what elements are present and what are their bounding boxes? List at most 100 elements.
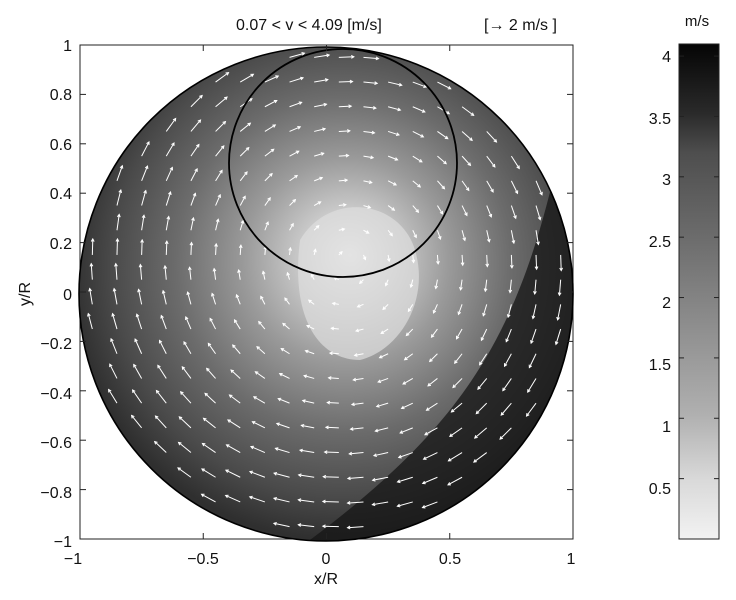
velocity-arrow bbox=[402, 378, 414, 385]
velocity-arrow bbox=[141, 141, 150, 157]
velocity-arrow-head bbox=[313, 248, 317, 253]
velocity-arrow bbox=[461, 205, 468, 216]
colorbar-tick-label: 1 bbox=[662, 419, 671, 436]
velocity-arrow-head bbox=[324, 425, 329, 430]
velocity-arrow-head bbox=[353, 353, 358, 357]
velocity-arrow bbox=[239, 147, 250, 157]
colorbar-tick-labels: 0.5 1 1.5 2 2.5 3 3.5 4 bbox=[649, 49, 671, 498]
velocity-arrow bbox=[108, 389, 118, 404]
velocity-arrow bbox=[480, 328, 488, 341]
velocity-arrow-head bbox=[199, 94, 203, 99]
x-tick-label: 0 bbox=[322, 551, 331, 568]
velocity-arrow bbox=[264, 124, 276, 132]
velocity-arrow bbox=[225, 469, 241, 478]
velocity-arrow-head bbox=[161, 289, 166, 294]
velocity-arrow bbox=[187, 291, 192, 305]
velocity-arrow-head bbox=[421, 109, 426, 113]
velocity-arrow-head bbox=[248, 495, 253, 500]
velocity-arrow-head bbox=[315, 224, 320, 229]
velocity-arrow-head bbox=[372, 453, 377, 457]
velocity-arrow bbox=[256, 346, 266, 355]
velocity-arrow bbox=[454, 353, 463, 364]
velocity-arrow bbox=[422, 501, 438, 509]
velocity-arrow bbox=[229, 394, 241, 404]
velocity-arrow bbox=[162, 290, 167, 305]
velocity-arrow bbox=[215, 194, 221, 206]
y-tick-labels: 1 0.8 0.6 0.4 0.2 0 −0.2 −0.4 −0.6 −0.8 … bbox=[40, 38, 72, 551]
velocity-arrow bbox=[165, 118, 177, 132]
velocity-arrow-head bbox=[250, 73, 255, 78]
velocity-arrow bbox=[507, 304, 512, 318]
velocity-arrow-head bbox=[292, 198, 297, 203]
velocity-arrow bbox=[298, 499, 315, 503]
velocity-arrow bbox=[264, 75, 279, 83]
velocity-arrow bbox=[134, 338, 143, 354]
velocity-arrow-head bbox=[446, 110, 451, 115]
velocity-arrow-head bbox=[178, 416, 183, 420]
velocity-arrow bbox=[427, 378, 438, 387]
velocity-arrow-head bbox=[130, 414, 135, 419]
velocity-arrow bbox=[363, 56, 379, 60]
velocity-arrow bbox=[535, 205, 541, 220]
colorbar-unit-label: m/s bbox=[685, 13, 709, 30]
velocity-arrow-head bbox=[297, 523, 302, 527]
velocity-arrow-head bbox=[482, 312, 486, 317]
velocity-arrow-head bbox=[500, 412, 505, 416]
velocity-arrow bbox=[207, 343, 216, 355]
velocity-arrow bbox=[264, 197, 271, 206]
velocity-arrow-head bbox=[506, 314, 511, 319]
velocity-arrow bbox=[486, 131, 497, 143]
velocity-arrow bbox=[500, 402, 512, 416]
velocity-arrow-head bbox=[394, 157, 399, 161]
velocity-arrow bbox=[185, 316, 192, 330]
velocity-arrow bbox=[363, 205, 371, 209]
velocity-arrow-head bbox=[400, 405, 405, 410]
velocity-arrow bbox=[375, 427, 389, 432]
velocity-arrow bbox=[397, 476, 413, 483]
velocity-arrow-head bbox=[258, 320, 262, 325]
velocity-arrow bbox=[397, 501, 413, 507]
velocity-arrow-head bbox=[356, 304, 361, 308]
velocity-arrow bbox=[239, 245, 242, 255]
velocity-arrow-head bbox=[365, 230, 370, 234]
velocity-arrow bbox=[131, 415, 143, 429]
velocity-arrow-head bbox=[303, 374, 308, 379]
velocity-arrow bbox=[505, 328, 512, 342]
velocity-arrow bbox=[385, 279, 389, 286]
velocity-arrow-head bbox=[427, 382, 432, 387]
velocity-arrow bbox=[239, 73, 254, 83]
velocity-arrow bbox=[436, 230, 441, 240]
velocity-arrow-head bbox=[230, 369, 235, 374]
velocity-arrow-head bbox=[223, 96, 228, 101]
x-tick-label: −1 bbox=[64, 551, 82, 568]
velocity-arrow bbox=[437, 81, 451, 90]
velocity-arrow-head bbox=[493, 138, 498, 143]
velocity-arrow-head bbox=[533, 290, 537, 295]
velocity-arrow bbox=[113, 288, 118, 305]
velocity-arrow-head bbox=[509, 264, 514, 269]
velocity-arrow bbox=[509, 279, 512, 293]
velocity-arrow-head bbox=[437, 235, 442, 240]
velocity-arrow bbox=[255, 371, 266, 379]
velocity-arrow-head bbox=[177, 467, 182, 471]
velocity-arrow-head bbox=[300, 76, 305, 81]
velocity-arrow-head bbox=[270, 148, 275, 153]
velocity-arrow-head bbox=[227, 419, 231, 423]
velocity-arrow-head bbox=[119, 164, 124, 169]
velocity-arrow bbox=[165, 191, 172, 206]
velocity-arrow-head bbox=[267, 197, 271, 201]
velocity-arrow-head bbox=[411, 259, 416, 264]
velocity-arrow-head bbox=[396, 503, 401, 508]
velocity-arrow-head bbox=[539, 191, 543, 196]
velocity-arrow bbox=[225, 495, 241, 503]
velocity-arrow-head bbox=[278, 372, 283, 377]
y-axis-label: y/R bbox=[17, 282, 34, 306]
velocity-arrow-head bbox=[447, 458, 452, 462]
velocity-arrow bbox=[262, 271, 266, 280]
velocity-arrow bbox=[250, 446, 266, 454]
velocity-arrow-head bbox=[513, 215, 517, 220]
velocity-arrow-head bbox=[557, 292, 562, 297]
velocity-arrow-head bbox=[245, 146, 250, 151]
velocity-arrow-head bbox=[486, 238, 491, 243]
x-tick-labels: −1 −0.5 0 0.5 1 bbox=[64, 551, 576, 568]
